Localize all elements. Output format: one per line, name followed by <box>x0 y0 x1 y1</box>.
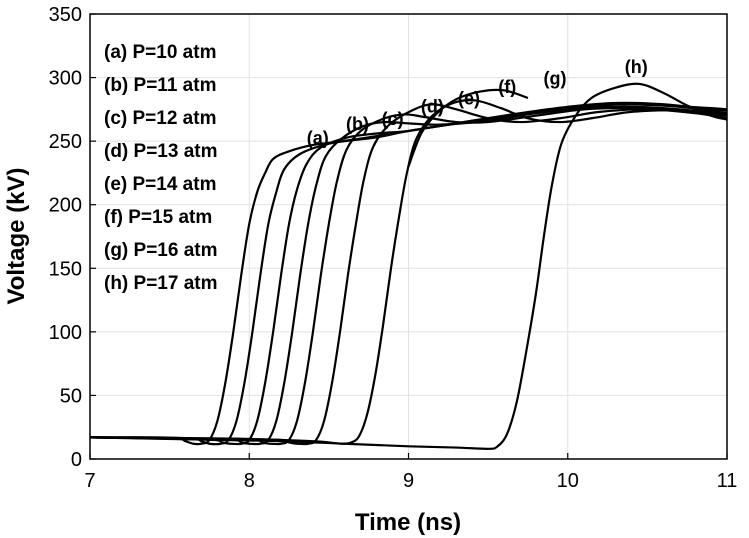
grid <box>89 13 728 460</box>
curve-label-6: (f) <box>498 77 516 97</box>
curve-label-5: (e) <box>458 89 480 109</box>
curve-label-1: (a) <box>307 128 329 148</box>
y-tick-label: 150 <box>49 258 82 280</box>
series-line-5 <box>90 106 727 446</box>
legend-entry-8: (h) P=17 atm <box>104 273 218 294</box>
series-line-9 <box>407 88 529 167</box>
x-axis-label: Time (ns) <box>355 509 461 536</box>
y-tick-label: 50 <box>60 385 82 407</box>
curve-label-3: (c) <box>382 109 404 129</box>
legend-entry-3: (c) P=12 atm <box>104 108 216 129</box>
curve-label-2: (b) <box>346 114 369 134</box>
y-tick-label: 100 <box>49 322 82 344</box>
series-group <box>90 82 727 450</box>
legend-entry-7: (g) P=16 atm <box>104 240 218 261</box>
x-tick-label: 10 <box>557 470 579 492</box>
ticks: 7 8 9 10 11 0 50 100 150 200 250 300 350 <box>49 4 738 492</box>
legend-entry-1: (a) P=10 atm <box>104 42 216 63</box>
legend-entry-2: (b) P=11 atm <box>104 75 216 96</box>
legend-entry-6: (f) P=15 atm <box>104 207 212 228</box>
y-tick-label: 300 <box>49 68 82 90</box>
y-tick-label: 350 <box>49 4 82 26</box>
curve-label-7: (g) <box>544 68 567 88</box>
legend: (a) P=10 atm (b) P=11 atm (c) P=12 atm (d) … <box>104 42 218 294</box>
curve-label-4: (d) <box>421 96 444 116</box>
legend-entry-5: (e) P=14 atm <box>104 174 216 195</box>
y-tick-label: 0 <box>71 449 82 471</box>
y-tick-label: 200 <box>49 195 82 217</box>
series-line-8 <box>90 82 727 450</box>
series-line-4 <box>90 105 727 446</box>
series-line-6 <box>90 103 727 446</box>
x-tick-label: 9 <box>403 470 414 492</box>
series-line-2 <box>90 101 727 446</box>
y-tick-label: 250 <box>49 131 82 153</box>
legend-entry-4: (d) P=13 atm <box>104 141 218 162</box>
curve-labels: (a) (b) (c) (d) (e) (f) (g) (h) <box>307 57 648 148</box>
x-tick-label: 7 <box>84 470 95 492</box>
x-tick-label: 8 <box>244 470 255 492</box>
curve-label-8: (h) <box>625 57 648 77</box>
y-axis-label: Voltage (kV) <box>3 168 30 305</box>
x-tick-label: 11 <box>717 470 738 492</box>
